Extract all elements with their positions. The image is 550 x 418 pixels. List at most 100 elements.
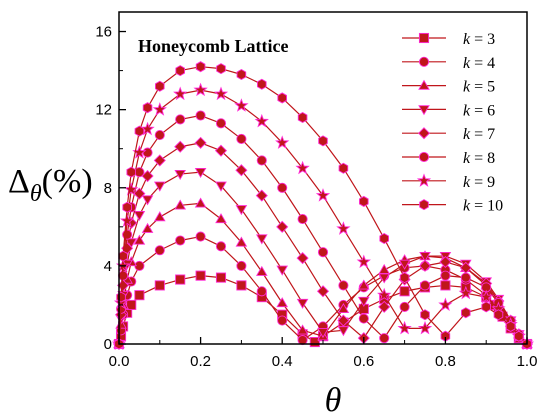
data-point [175, 114, 186, 125]
y-tick-label: 8 [104, 180, 112, 197]
series-8 [114, 61, 532, 350]
data-point [133, 210, 146, 222]
y-axis-title: Δθ(%) [8, 163, 93, 207]
data-point [479, 289, 494, 304]
data-point [215, 241, 227, 252]
data-point [215, 272, 227, 283]
data-point [154, 211, 166, 222]
data-point [236, 68, 247, 81]
data-point [214, 144, 228, 157]
legend-marker [416, 173, 432, 187]
data-point [256, 265, 268, 276]
data-point [175, 65, 185, 77]
legend-item: k = 9 [402, 173, 495, 191]
data-point [296, 324, 309, 335]
data-point [154, 129, 165, 141]
y-tick-label: 0 [104, 336, 112, 353]
data-point [193, 82, 208, 97]
data-point [194, 136, 207, 149]
data-point [213, 86, 229, 101]
data-point [419, 251, 431, 263]
data-point [337, 302, 350, 313]
data-point [275, 135, 290, 149]
data-point [277, 315, 288, 326]
data-point [296, 298, 309, 309]
series-7 [111, 82, 535, 351]
data-point [379, 233, 389, 245]
data-point [126, 166, 137, 178]
data-point [399, 272, 410, 284]
data-point [297, 111, 308, 123]
data-point [277, 92, 287, 104]
data-point [378, 263, 390, 274]
data-point [173, 86, 188, 101]
legend-marker [417, 127, 431, 140]
data-point [236, 133, 247, 144]
data-point [235, 236, 248, 247]
data-point [419, 280, 431, 291]
data-point [256, 234, 268, 245]
data-layer [111, 61, 535, 351]
legend: k = 3 k = 4 k = 5 k = 6 k = 7 k = 8 k = 9 k = 1… [402, 31, 503, 215]
data-point [133, 234, 146, 245]
data-point [378, 273, 390, 284]
data-point [195, 110, 206, 121]
legend-item: k = 4 [402, 55, 495, 72]
data-point [235, 205, 248, 216]
legend-label: k = 7 [463, 126, 495, 143]
data-point [356, 254, 371, 269]
data-point [481, 301, 491, 313]
data-point [420, 309, 430, 321]
data-point [236, 260, 247, 271]
data-point [297, 213, 308, 225]
data-point [337, 314, 350, 327]
x-tick-label: 0.8 [435, 353, 456, 370]
data-point [358, 279, 370, 290]
data-point [316, 285, 330, 298]
data-point [398, 259, 411, 270]
data-point [276, 220, 289, 233]
data-point [195, 61, 206, 73]
data-point [234, 98, 249, 112]
chart-title: Honeycomb Lattice [138, 36, 288, 56]
x-axis-title: θ [325, 382, 342, 418]
data-point [317, 247, 329, 258]
data-point [505, 320, 516, 332]
data-point [256, 155, 267, 166]
data-point [338, 280, 349, 291]
x-tick-label: 1.0 [517, 353, 538, 370]
data-point [318, 135, 328, 147]
data-point [440, 270, 451, 281]
legend-marker [418, 151, 430, 163]
data-point [336, 221, 351, 235]
data-point [216, 63, 226, 75]
data-point [195, 231, 206, 242]
data-point [317, 328, 329, 339]
data-point [194, 167, 207, 179]
data-point [174, 169, 186, 180]
legend-item: k = 3 [402, 31, 495, 48]
data-point [236, 280, 247, 291]
data-point [116, 291, 126, 303]
x-tick-label: 0.4 [272, 353, 293, 370]
x-tick-label: 0.6 [353, 353, 374, 370]
data-point [514, 330, 524, 342]
legend-marker [419, 199, 429, 211]
data-point [458, 285, 473, 300]
y-tick-label: 16 [95, 24, 112, 41]
legend-label: k = 3 [463, 31, 495, 48]
data-point [235, 164, 248, 177]
data-point [255, 189, 268, 202]
legend-item: k = 10 [402, 198, 503, 215]
legend-item: k = 8 [402, 150, 495, 167]
data-point [175, 235, 186, 246]
data-point [378, 300, 391, 313]
data-point [358, 313, 369, 324]
data-point [338, 162, 349, 174]
x-tick-label: 0.2 [190, 353, 211, 370]
legend-marker [418, 79, 430, 90]
legend-label: k = 10 [463, 198, 503, 215]
legend-label: k = 4 [463, 55, 495, 72]
data-point [153, 154, 166, 167]
data-point [152, 102, 167, 116]
